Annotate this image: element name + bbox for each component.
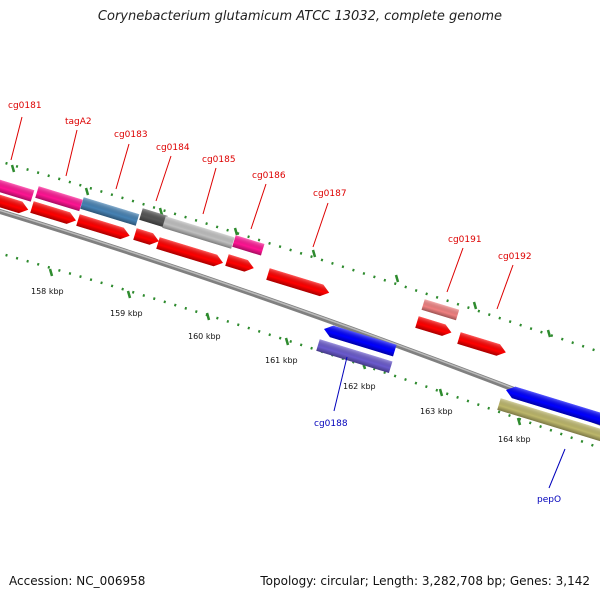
lower-major-ticks — [48, 268, 522, 426]
label-leaders — [10, 116, 566, 489]
gene-label-cg0185[interactable]: cg0185 — [202, 155, 236, 165]
cds-cg0191[interactable] — [415, 316, 453, 338]
feature-cg0186[interactable] — [232, 235, 265, 256]
gene-label-cg0192[interactable]: cg0192 — [498, 252, 532, 262]
scale-label-159: 159 kbp — [110, 309, 143, 318]
feature-pepo[interactable] — [497, 398, 600, 442]
scale-label-158: 158 kbp — [31, 287, 64, 296]
gene-labels-reverse: cg0188 pepO — [314, 419, 561, 505]
cds-cg0184[interactable] — [133, 228, 160, 247]
gene-label-taga2[interactable]: tagA2 — [65, 117, 92, 127]
scale-label-163: 163 kbp — [420, 407, 453, 416]
feature-cg0183[interactable] — [80, 197, 140, 226]
cds-pepo-arrow[interactable] — [504, 384, 600, 427]
cds-cg0192[interactable] — [457, 332, 507, 358]
cds-cg0188-arrow[interactable] — [322, 323, 397, 357]
feature-cg0188[interactable] — [316, 339, 393, 373]
feature-row-upper — [0, 177, 460, 321]
cds-cg0185[interactable] — [156, 237, 225, 268]
gene-label-cg0184[interactable]: cg0184 — [156, 143, 190, 153]
gene-label-pepo[interactable]: pepO — [537, 495, 561, 505]
cds-cg0186[interactable] — [225, 254, 255, 274]
scale-label-161: 161 kbp — [265, 356, 298, 365]
gene-label-cg0183[interactable]: cg0183 — [114, 130, 148, 140]
gene-label-cg0188[interactable]: cg0188 — [314, 419, 348, 429]
gene-label-cg0187[interactable]: cg0187 — [313, 189, 347, 199]
feature-cg0184[interactable] — [139, 208, 168, 228]
scale-label-164: 164 kbp — [498, 435, 531, 444]
gene-labels: cg0181 tagA2 cg0183 cg0184 cg0185 cg0186… — [8, 101, 532, 262]
scale-label-162: 162 kbp — [343, 382, 376, 391]
accession-text: Accession: NC_006958 — [9, 574, 146, 588]
scale-labels: 158 kbp 159 kbp 160 kbp 161 kbp 162 kbp … — [31, 287, 531, 444]
upper-major-ticks — [10, 164, 552, 338]
reverse-cds-row — [316, 323, 600, 442]
scale-label-160: 160 kbp — [188, 332, 221, 341]
feature-taga2[interactable] — [35, 186, 83, 212]
cds-cg0187[interactable] — [266, 268, 331, 298]
map-title: Corynebacterium glutamicum ATCC 13032, c… — [97, 9, 503, 24]
gene-label-cg0181[interactable]: cg0181 — [8, 101, 42, 111]
forward-cds-row — [0, 192, 507, 358]
cds-cg0181[interactable] — [0, 192, 30, 215]
feature-cg0191-colored[interactable] — [421, 299, 460, 321]
cds-taga2[interactable] — [30, 201, 77, 226]
gene-label-cg0186[interactable]: cg0186 — [252, 171, 286, 181]
cds-cg0183[interactable] — [76, 214, 131, 241]
feature-cg0185[interactable] — [162, 216, 235, 249]
genome-stats-text: Topology: circular; Length: 3,282,708 bp… — [260, 574, 590, 588]
feature-cg0181[interactable] — [0, 177, 35, 202]
gene-label-cg0191[interactable]: cg0191 — [448, 235, 482, 245]
